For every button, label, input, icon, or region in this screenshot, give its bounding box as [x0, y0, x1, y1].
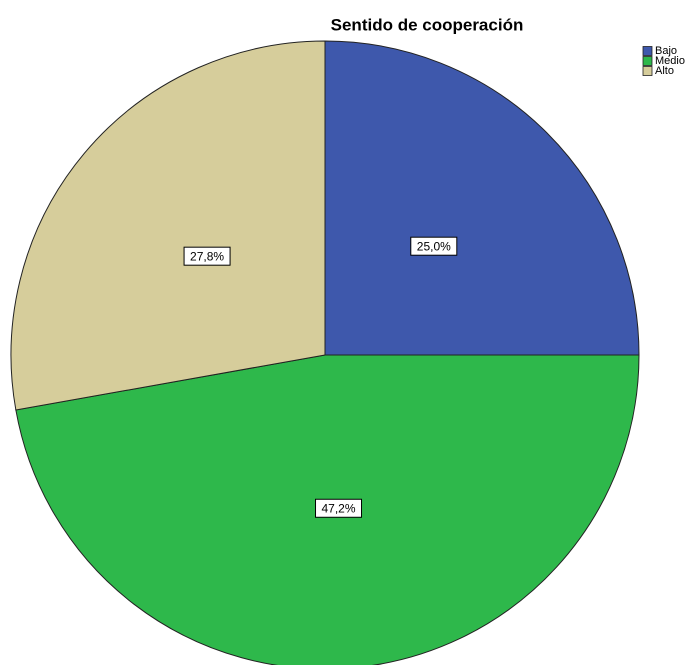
- label-box: [183, 246, 231, 266]
- legend-label: Bajo: [655, 45, 677, 57]
- legend-swatch: [642, 56, 653, 66]
- pie-slice: [10, 40, 326, 411]
- label-box: [315, 498, 363, 518]
- data-label: 47,2%: [322, 501, 356, 515]
- legend-swatch: [642, 46, 653, 56]
- data-label: 27,8%: [190, 249, 224, 263]
- legend-label: Alto: [655, 65, 674, 77]
- legend-label: Medio: [655, 55, 685, 67]
- label-box: [410, 236, 458, 256]
- chart-title: Sentido de cooperación: [331, 15, 524, 34]
- data-label: 25,0%: [417, 239, 451, 253]
- legend-swatch: [642, 66, 653, 76]
- pie-slice: [324, 40, 640, 356]
